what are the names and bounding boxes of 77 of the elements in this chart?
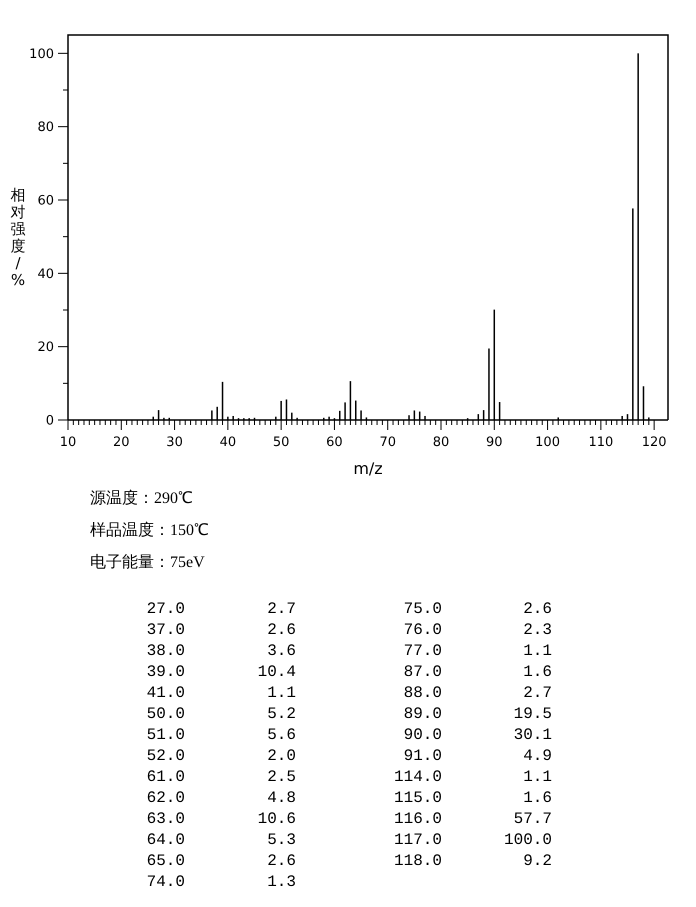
category-label: 62.0 <box>146 789 185 807</box>
x-tick-label: 120 <box>642 435 667 450</box>
text: 电子能量：75eV <box>90 553 206 571</box>
category-label: 39.0 <box>146 663 185 681</box>
data-label: 1.1 <box>523 642 552 660</box>
data-label: 1.6 <box>523 663 552 681</box>
x-tick-label: 60 <box>326 435 343 450</box>
category-label: 115.0 <box>394 789 442 807</box>
data-label: 100.0 <box>504 831 552 849</box>
data-label: 9.2 <box>523 852 552 870</box>
category-label: 90.0 <box>404 726 442 744</box>
category-label: 37.0 <box>146 621 185 639</box>
data-label: 5.3 <box>267 831 296 849</box>
category-label: 89.0 <box>404 705 442 723</box>
data-label: 57.7 <box>514 810 552 828</box>
y-tick-label: 60 <box>37 194 54 209</box>
category-label: 117.0 <box>394 831 442 849</box>
y-axis-title: 相对强度/% <box>10 186 26 289</box>
text: 样品温度：150℃ <box>90 521 209 539</box>
category-label: 51.0 <box>146 726 185 744</box>
category-label: 77.0 <box>404 642 442 660</box>
data-label: 4.8 <box>267 789 296 807</box>
category-label: 88.0 <box>404 684 442 702</box>
category-label: 38.0 <box>146 642 185 660</box>
data-label: 1.3 <box>267 873 296 891</box>
data-label: 10.6 <box>258 810 296 828</box>
data-label: 3.6 <box>267 642 296 660</box>
data-label: 1.6 <box>523 789 552 807</box>
data-label: 2.6 <box>267 621 296 639</box>
x-tick-label: 70 <box>379 435 396 450</box>
category-label: 74.0 <box>146 873 185 891</box>
data-label: 2.7 <box>523 684 552 702</box>
x-tick-label: 50 <box>272 435 290 450</box>
data-label: 2.7 <box>267 600 296 618</box>
data-label: 5.2 <box>267 705 296 723</box>
y-tick-label: 100 <box>29 46 54 62</box>
y-tick-label: 20 <box>37 340 54 356</box>
x-tick-label: 40 <box>220 435 236 450</box>
y-tick-label: 80 <box>37 120 54 136</box>
x-tick-label: 20 <box>113 435 130 450</box>
x-tick-label: 80 <box>432 435 450 450</box>
category-label: 65.0 <box>146 852 185 870</box>
data-label: 5.6 <box>267 726 296 744</box>
category-label: 75.0 <box>404 600 442 618</box>
x-tick-label: 110 <box>588 435 614 450</box>
category-label: 27.0 <box>146 600 185 618</box>
category-label: 50.0 <box>146 705 185 723</box>
x-tick-label: 30 <box>166 435 183 450</box>
category-label: 61.0 <box>146 768 185 786</box>
category-label: 52.0 <box>146 747 185 765</box>
data-label: 1.1 <box>267 684 296 702</box>
x-axis-title: m/z <box>353 459 383 478</box>
y-tick-label: 40 <box>37 266 54 282</box>
y-tick-label: 0 <box>46 414 54 429</box>
text: 源温度：290℃ <box>90 489 193 507</box>
x-tick-label: 100 <box>535 435 560 450</box>
category-label: 76.0 <box>404 621 442 639</box>
data-label: 10.4 <box>258 663 296 681</box>
data-label: 19.5 <box>514 705 552 723</box>
category-label: 87.0 <box>404 663 442 681</box>
category-label: 114.0 <box>394 768 442 786</box>
x-tick-label: 90 <box>486 435 503 450</box>
data-label: 2.0 <box>267 747 296 765</box>
data-label: 2.6 <box>267 852 296 870</box>
category-label: 63.0 <box>146 810 185 828</box>
data-label: 2.5 <box>267 768 296 786</box>
category-label: 41.0 <box>146 684 185 702</box>
category-label: 118.0 <box>394 852 442 870</box>
data-label: 4.9 <box>523 747 552 765</box>
category-label: 91.0 <box>404 747 442 765</box>
data-label: 2.6 <box>523 600 552 618</box>
data-label: 2.3 <box>523 621 552 639</box>
data-label: 30.1 <box>514 726 552 744</box>
data-label: 1.1 <box>523 768 552 786</box>
category-label: 64.0 <box>146 831 185 849</box>
category-label: 116.0 <box>394 810 442 828</box>
x-tick-label: 10 <box>60 435 76 450</box>
